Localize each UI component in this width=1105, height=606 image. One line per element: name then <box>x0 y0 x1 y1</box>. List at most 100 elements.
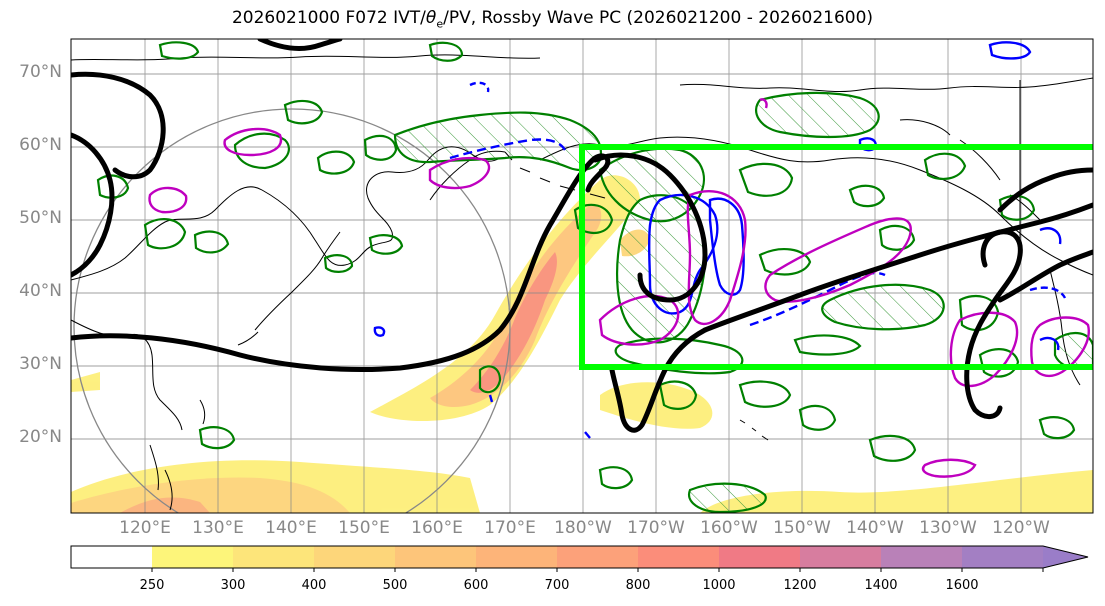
theta-e-20 <box>923 152 967 181</box>
lon-label-170e: 170°E <box>484 518 536 538</box>
magenta-contour-7 <box>949 311 1019 388</box>
theta-e-30 <box>848 184 886 208</box>
lon-label-160e: 160°E <box>411 518 463 538</box>
lat-label-20n: 20°N <box>19 427 62 447</box>
lon-label-160w: 160°W <box>700 518 758 538</box>
theta-e-8 <box>368 234 404 255</box>
lat-label-40n: 40°N <box>19 281 62 301</box>
lat-label-70n: 70°N <box>19 62 62 82</box>
colorbar-tick-label: 1600 <box>945 578 979 593</box>
theta-e-11 <box>428 41 464 62</box>
pv-contours <box>71 39 1093 433</box>
theta-e-contours <box>96 41 1093 513</box>
lat-label-30n: 30°N <box>19 354 62 374</box>
blue-contour-3 <box>449 138 567 160</box>
magenta-contour-4 <box>598 294 680 346</box>
theta-e-hatch-1 <box>393 111 603 171</box>
theta-e-22 <box>958 294 1000 332</box>
colorbar-tick-label: 400 <box>301 578 327 593</box>
theta-e-28 <box>598 466 634 490</box>
range-circle <box>73 108 511 513</box>
colorbar-tick-label: 1200 <box>783 578 817 593</box>
blue-contour-12 <box>584 431 591 439</box>
theta-e-18 <box>793 334 862 356</box>
colorbar-segment <box>881 546 963 568</box>
colorbar-segment <box>233 546 315 568</box>
theta-e-27 <box>198 426 236 450</box>
pv-contour-top <box>257 39 343 52</box>
theta-e-23 <box>978 348 1020 378</box>
colorbar-tick-label: 300 <box>220 578 246 593</box>
arctic-coast <box>679 77 1093 93</box>
us-west-coast <box>1049 269 1081 386</box>
colorbar-segment <box>476 546 558 568</box>
lon-label-130e: 130°E <box>192 518 244 538</box>
blue-contour-8 <box>1039 227 1062 245</box>
theta-e-3 <box>193 230 230 254</box>
theta-e-7 <box>363 134 398 161</box>
lon-label-120w: 120°W <box>992 518 1050 538</box>
colorbar-segment <box>719 546 801 568</box>
colorbar-segment <box>800 546 882 568</box>
pv-contour-east-loop <box>964 229 1023 419</box>
lat-label-60n: 60°N <box>19 135 62 155</box>
map-title: 2026021000 F072 IVT/θe/PV, Rossby Wave P… <box>231 8 874 31</box>
colorbar-tick-label: 250 <box>139 578 165 593</box>
ivt-band-south-core <box>120 497 210 513</box>
theta-e-10 <box>158 41 200 60</box>
magenta-contour-10 <box>759 98 768 109</box>
lon-label-150w: 150°W <box>773 518 831 538</box>
map-frame <box>70 38 1094 514</box>
lat-label-50n: 50°N <box>19 208 62 228</box>
colorbar-segment <box>962 546 1044 568</box>
lon-label-170w: 170°W <box>627 518 685 538</box>
blue-contour-1 <box>647 193 719 315</box>
theta-e-26 <box>868 434 917 462</box>
magenta-contour-3 <box>428 156 491 190</box>
theta-e-17 <box>758 248 812 276</box>
blue-contour-5 <box>988 41 1032 60</box>
japan <box>254 231 341 331</box>
colorbar-segment <box>314 546 396 568</box>
theta-e-2 <box>143 218 187 250</box>
lon-label-140w: 140°W <box>846 518 904 538</box>
theta-e-29 <box>1038 416 1076 440</box>
theta-e-9 <box>323 254 354 273</box>
blue-contour-9 <box>1029 286 1067 299</box>
colorbar-tick-label: 600 <box>463 578 489 593</box>
colorbar-extend-arrow <box>1043 546 1088 568</box>
philippines <box>149 444 173 511</box>
theta-e-5 <box>283 99 324 125</box>
magenta-contour-8 <box>1030 316 1090 377</box>
colorbar-segment <box>395 546 477 568</box>
pv-contour-trough2 <box>609 327 708 433</box>
lon-label-130w: 130°W <box>919 518 977 538</box>
lon-label-140e: 140°E <box>265 518 317 538</box>
colorbar-segment <box>152 546 234 568</box>
theta-e-4 <box>233 132 290 170</box>
hawaii <box>739 419 769 441</box>
theta-e-12 <box>573 203 614 235</box>
blue-contour-13 <box>488 394 494 403</box>
lon-label-150e: 150°E <box>338 518 390 538</box>
blue-contour-6 <box>469 81 490 93</box>
magenta-contour-2 <box>148 186 188 214</box>
taiwan <box>199 399 206 425</box>
rossby-wave-box <box>579 144 1093 370</box>
theta-e-15 <box>658 380 698 410</box>
pv-contour-east <box>592 152 708 303</box>
blue-contours <box>373 41 1067 439</box>
theta-e-hatch-5 <box>821 283 945 331</box>
colorbar-tick-label: 1000 <box>702 578 736 593</box>
ivt-plume-core <box>470 252 557 393</box>
ivt-east-band <box>700 470 1093 513</box>
pv-contour-nw <box>71 71 166 180</box>
japan-south <box>237 331 259 346</box>
theta-e-13 <box>614 337 744 375</box>
lon-label-120e: 120°E <box>119 518 171 538</box>
colorbar-outline <box>70 545 1089 569</box>
colorbar-tick-label: 500 <box>382 578 408 593</box>
blue-contour-10 <box>1039 336 1060 351</box>
blue-contour-2 <box>708 197 745 296</box>
pv-contour-w <box>71 132 115 278</box>
